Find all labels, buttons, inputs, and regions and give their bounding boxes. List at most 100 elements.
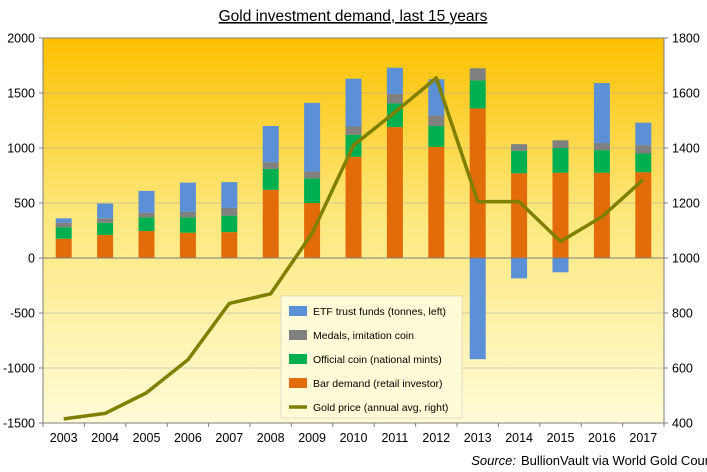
x-tick-label: 2010 [340, 431, 368, 445]
x-tick-label: 2012 [422, 431, 450, 445]
bar-segment [386, 94, 403, 104]
y-left-tick-label: 1500 [7, 87, 35, 101]
bar-segment [138, 231, 155, 258]
legend-label: Official coin (national mints) [313, 354, 442, 366]
bars [55, 67, 652, 360]
bar-segment [428, 146, 445, 258]
legend: ETF trust funds (tonnes, left) Medals, im… [280, 295, 463, 419]
bar-segment [97, 234, 114, 258]
bar-segment [345, 156, 362, 258]
bar-segment [221, 207, 238, 216]
y-right-tick-label: 1600 [672, 87, 700, 101]
legend-label: Bar demand (retail investor) [313, 378, 443, 390]
bar-segment [552, 258, 569, 273]
bar-segment [469, 80, 486, 109]
bar-segment [138, 217, 155, 232]
bar-segment [55, 238, 72, 258]
bar-segment [635, 145, 652, 154]
bar-segment [345, 78, 362, 127]
bar-segment [262, 126, 279, 163]
x-tick-label: 2006 [174, 431, 202, 445]
legend-label: Gold price (annual avg, right) [313, 402, 448, 414]
bar-segment [386, 67, 403, 95]
y-right-tick-label: 1000 [672, 252, 700, 266]
bar-segment [221, 232, 238, 258]
bar-segment [262, 168, 279, 190]
legend-label: ETF trust funds (tonnes, left) [313, 306, 446, 318]
y-left-tick-label: 2000 [7, 32, 35, 46]
y-right-tick-label: 400 [672, 417, 693, 431]
x-tick-label: 2015 [547, 431, 575, 445]
bar-segment [593, 143, 610, 151]
bar-segment [221, 182, 238, 208]
bar-segment [262, 162, 279, 169]
x-tick-label: 2014 [505, 431, 533, 445]
bar-segment [345, 126, 362, 135]
x-tick-label: 2017 [629, 431, 657, 445]
x-tick-label: 2004 [91, 431, 119, 445]
y-axis-left: 2000 1500 1000 500 0 -500 -1000 -1500 [3, 32, 43, 431]
bar-segment [221, 215, 238, 233]
bar-segment [552, 148, 569, 173]
x-tick-label: 2008 [257, 431, 285, 445]
y-left-tick-label: 500 [14, 197, 35, 211]
bar-segment [552, 172, 569, 258]
y-left-tick-label: 0 [28, 252, 35, 266]
legend-label: Medals, imitation coin [313, 330, 414, 342]
x-tick-label: 2007 [215, 431, 243, 445]
y-right-tick-label: 800 [672, 307, 693, 321]
bar-segment [179, 211, 196, 218]
bar-segment [138, 212, 155, 218]
bar-segment [55, 218, 72, 223]
x-axis: 2003 2004 2005 2006 2007 2008 2009 2010 2011 2012… [42, 423, 665, 445]
legend-swatch [289, 354, 307, 364]
bar-segment [386, 127, 403, 258]
bar-segment [138, 190, 155, 213]
bar-segment [97, 218, 114, 223]
source-text: BullionVault via World Gold Council via … [521, 453, 707, 468]
x-tick-label: 2009 [298, 431, 326, 445]
y-right-tick-label: 1200 [672, 197, 700, 211]
bar-segment [635, 153, 652, 173]
bar-segment [179, 182, 196, 212]
bar-segment [469, 108, 486, 259]
bar-segment [469, 258, 486, 360]
bar-segment [428, 115, 445, 126]
bar-segment [179, 217, 196, 233]
source-label: Source: [471, 453, 516, 468]
x-tick-label: 2005 [133, 431, 161, 445]
y-right-tick-label: 1400 [672, 142, 700, 156]
x-tick-label: 2013 [464, 431, 492, 445]
y-axis-right: 1800 1600 1400 1200 1000 800 600 400 [664, 32, 700, 431]
bar-segment [552, 140, 569, 148]
bar-segment [511, 173, 528, 258]
y-left-tick-label: 1000 [7, 142, 35, 156]
chart-title: Gold investment demand, last 15 years [219, 8, 488, 25]
bar-segment [635, 122, 652, 146]
bar-segment [304, 178, 321, 203]
y-right-tick-label: 1800 [672, 32, 700, 46]
bar-segment [593, 83, 610, 144]
bar-segment [304, 102, 321, 172]
bar-segment [511, 150, 528, 174]
bar-segment [97, 203, 114, 219]
legend-swatch [289, 306, 307, 316]
bar-segment [635, 172, 652, 258]
gold-price-line [63, 76, 645, 421]
y-left-tick-label: -500 [10, 307, 35, 321]
bar-segment [511, 144, 528, 151]
legend-swatch [289, 378, 307, 388]
bar-segment [304, 171, 321, 179]
y-left-tick-label: -1500 [3, 417, 35, 431]
bar-segment [511, 258, 528, 279]
bar-segment [428, 126, 445, 147]
bar-segment [262, 189, 279, 258]
bar-segment [97, 222, 114, 235]
x-tick-label: 2003 [50, 431, 78, 445]
bar-segment [469, 68, 486, 81]
y-left-tick-label: -1000 [3, 362, 35, 376]
x-tick-label: 2011 [381, 431, 408, 445]
legend-swatch [289, 330, 307, 340]
